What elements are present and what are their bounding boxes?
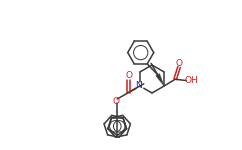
Text: O: O (176, 59, 182, 68)
Polygon shape (156, 74, 164, 86)
Text: N: N (136, 81, 142, 90)
Text: O: O (125, 72, 132, 81)
Text: OH: OH (185, 76, 199, 85)
Text: O: O (113, 96, 120, 105)
